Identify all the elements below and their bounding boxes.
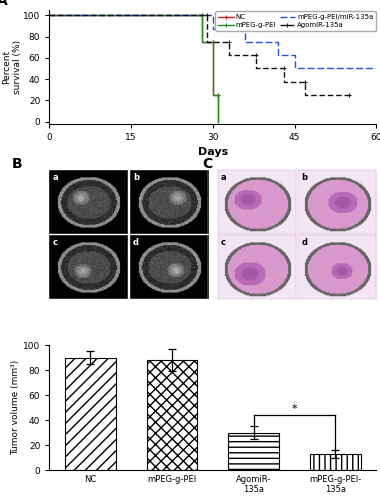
Bar xyxy=(147,360,197,470)
Text: d: d xyxy=(133,238,139,247)
Legend: NC, mPEG-g-PEI, mPEG-g-PEI/miR-135a, AgomiR-135a: NC, mPEG-g-PEI, mPEG-g-PEI/miR-135a, Ago… xyxy=(215,11,376,31)
Text: a: a xyxy=(52,173,58,182)
Text: b: b xyxy=(301,173,307,182)
Bar xyxy=(310,454,361,470)
Text: B: B xyxy=(11,157,22,171)
Bar xyxy=(228,432,279,470)
Text: d: d xyxy=(301,238,307,247)
Text: c: c xyxy=(52,238,57,247)
Text: C: C xyxy=(203,157,212,171)
Text: *: * xyxy=(292,404,297,414)
Bar xyxy=(65,358,116,470)
Text: c: c xyxy=(221,238,226,247)
Text: b: b xyxy=(133,173,139,182)
Y-axis label: Tumor volume (mm³): Tumor volume (mm³) xyxy=(11,360,21,455)
Text: a: a xyxy=(221,173,226,182)
Text: A: A xyxy=(0,0,8,8)
Y-axis label: Percent
survival (%): Percent survival (%) xyxy=(2,40,22,94)
X-axis label: Days: Days xyxy=(198,148,228,158)
